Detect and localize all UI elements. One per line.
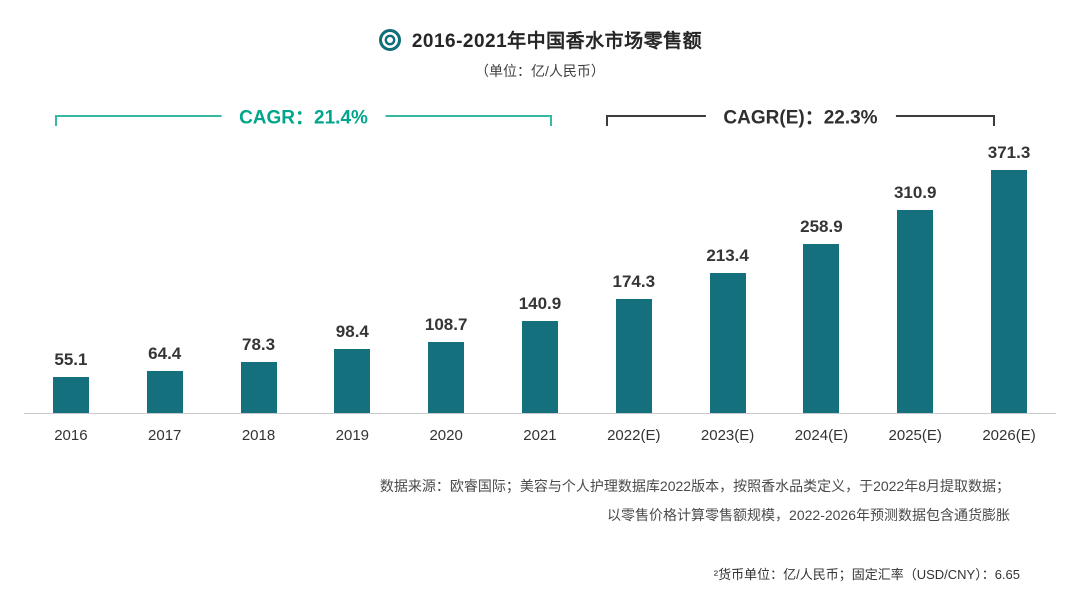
bar-column: 78.3 xyxy=(212,335,306,413)
cagr-historical-label: CAGR：21.4% xyxy=(221,102,386,130)
x-axis: 2016 2017 2018 2019 2020 2021 2022(E) 2023(E) 20… xyxy=(24,413,1056,444)
bar-column: 64.4 xyxy=(118,344,212,413)
x-axis-label: 2026(E) xyxy=(982,427,1036,444)
bar-column: 213.4 xyxy=(681,246,775,413)
bar xyxy=(521,321,558,413)
bar xyxy=(146,371,183,413)
bracket-tick xyxy=(550,115,552,126)
cagr-bracket-historical: CAGR：21.4% xyxy=(55,101,552,131)
x-axis-label: 2020 xyxy=(429,427,463,444)
bar-value-label: 64.4 xyxy=(148,344,182,363)
bar-value-label: 55.1 xyxy=(54,350,88,369)
bar xyxy=(991,170,1028,413)
bracket-tick xyxy=(55,115,57,126)
x-axis-label: 2022(E) xyxy=(607,427,661,444)
bar-column: 310.9 xyxy=(868,183,962,413)
bar-value-label: 371.3 xyxy=(987,143,1031,162)
cagr-bracket-forecast: CAGR(E)：22.3% xyxy=(606,101,995,131)
bracket-tick xyxy=(606,115,608,126)
bar-column: 258.9 xyxy=(775,217,869,413)
chart-title: 2016-2021年中国香水市场零售额 xyxy=(411,31,703,52)
bar-column: 98.4 xyxy=(305,322,399,413)
bar-value-label: 213.4 xyxy=(706,246,749,265)
x-axis-label: 2023(E) xyxy=(700,427,755,444)
plot-area: 55.1 64.4 78.3 98.4 108.7 140.9 174.3 213.4 258.… xyxy=(24,141,1056,413)
bar-value-label: 174.3 xyxy=(612,272,656,291)
source-note-line1: 数据来源：欧睿国际；美容与个人护理数据库2022版本，按照香水品类定义，于202… xyxy=(379,478,1010,494)
x-axis-label: 2024(E) xyxy=(794,427,849,444)
bar xyxy=(709,273,746,413)
bar-value-label: 140.9 xyxy=(518,294,562,313)
x-axis-label: 2016 xyxy=(54,427,88,444)
cagr-forecast-label: CAGR(E)：22.3% xyxy=(705,102,896,130)
bar xyxy=(615,299,652,413)
x-axis-label: 2021 xyxy=(523,427,557,444)
bar xyxy=(428,342,465,413)
bar-column: 55.1 xyxy=(24,350,118,413)
bar-column: 174.3 xyxy=(587,272,681,413)
x-axis-label: 2019 xyxy=(335,427,370,444)
bracket-tick xyxy=(993,115,995,126)
source-notes: 数据来源：欧睿国际；美容与个人护理数据库2022版本，按照香水品类定义，于202… xyxy=(0,472,1080,530)
bar-value-label: 98.4 xyxy=(335,322,369,341)
bar-column: 371.3 xyxy=(962,143,1056,413)
cagr-annotations: CAGR：21.4% CAGR(E)：22.3% xyxy=(0,101,1080,131)
bar xyxy=(897,210,934,413)
double-ring-bullet-icon xyxy=(378,28,402,52)
bar xyxy=(803,244,840,413)
bar xyxy=(334,349,371,413)
x-axis-label: 2017 xyxy=(148,427,182,444)
bar-value-label: 258.9 xyxy=(800,217,843,236)
bar-chart: 55.1 64.4 78.3 98.4 108.7 140.9 174.3 213.4 258.… xyxy=(24,141,1056,444)
bar-column: 108.7 xyxy=(399,315,493,413)
bar-value-label: 78.3 xyxy=(241,335,276,354)
chart-header: 2016-2021年中国香水市场零售额 （单位：亿/人民币） xyxy=(0,0,1080,81)
bar xyxy=(52,377,89,413)
bar-value-label: 108.7 xyxy=(424,315,468,334)
bar-value-label: 310.9 xyxy=(893,183,937,202)
source-note-line2: 以零售价格计算零售额规模，2022-2026年预测数据包含通货膨胀 xyxy=(607,507,1010,523)
x-axis-label: 2018 xyxy=(241,427,276,444)
bar-column: 140.9 xyxy=(493,294,587,413)
chart-subtitle: （单位：亿/人民币） xyxy=(475,63,605,79)
x-axis-label: 2025(E) xyxy=(888,427,942,444)
bar xyxy=(240,362,277,413)
currency-footnote: ²货币单位：亿/人民币；固定汇率（USD/CNY）：6.65 xyxy=(713,567,1020,582)
